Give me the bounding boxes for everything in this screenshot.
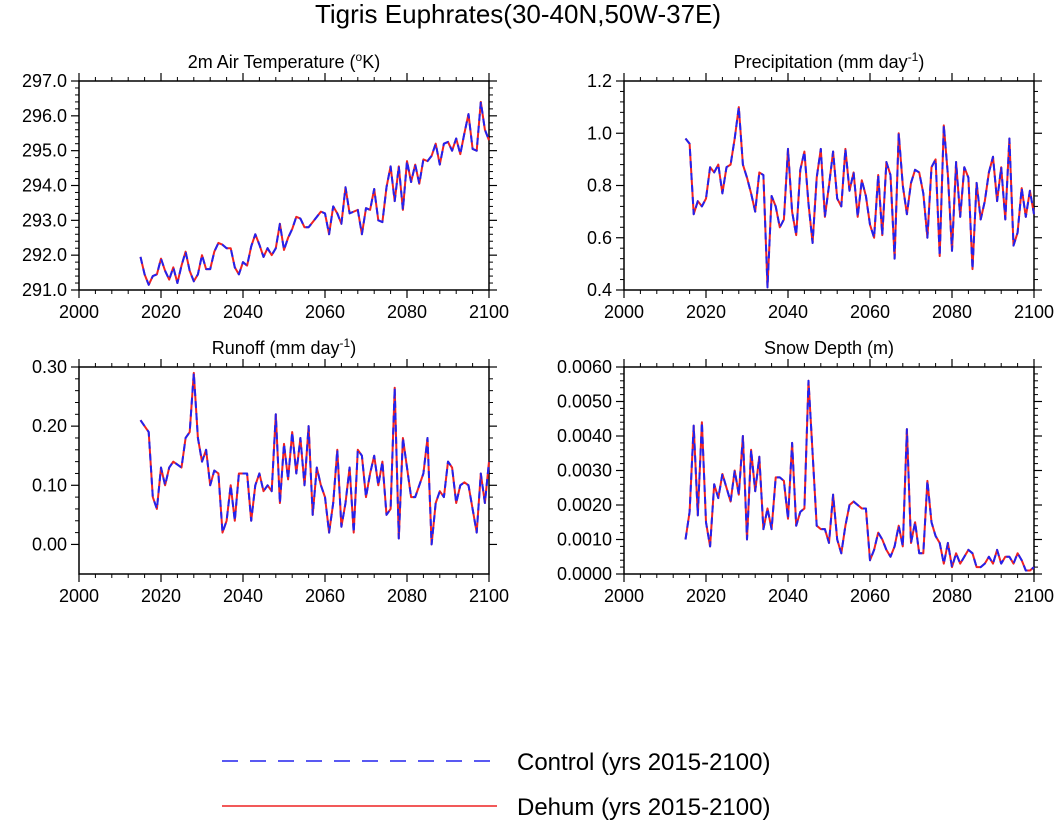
panel-title-tail: ) <box>350 338 356 358</box>
figure-title: Tigris Euphrates(30-40N,50W-37E) <box>315 0 721 29</box>
y-tick-label: 293.0 <box>22 210 67 230</box>
x-tick-label: 2020 <box>686 586 726 606</box>
y-tick-label: 0.0060 <box>557 357 612 377</box>
panel-title-text: 2m Air Temperature ( <box>188 52 356 72</box>
legend: Control (yrs 2015-2100) Dehum (yrs 2015-2… <box>222 749 770 821</box>
x-tick-label: 2080 <box>932 586 972 606</box>
y-tick-label: 0.20 <box>32 416 67 436</box>
panel-runoff: Runoff (mm day-1) 2000 2020 2040 2060 2080 210… <box>32 336 509 606</box>
legend-label: Control (yrs 2015-2100) <box>517 749 770 776</box>
y-tick-label: 0.4 <box>587 280 612 300</box>
x-tick-label: 2060 <box>850 302 890 322</box>
x-tick-label: 2040 <box>223 586 263 606</box>
x-tick-label: 2040 <box>768 302 808 322</box>
y-tick-label: 1.2 <box>587 71 612 91</box>
y-tick-label: 294.0 <box>22 176 67 196</box>
x-tick-label: 2020 <box>686 302 726 322</box>
x-tick-label: 2000 <box>604 586 644 606</box>
x-tick-label: 2100 <box>469 302 509 322</box>
panel-title: Precipitation (mm day-1) <box>734 50 925 72</box>
x-tick-label: 2000 <box>59 302 99 322</box>
series-control-line <box>139 371 490 546</box>
panel-snow: Snow Depth (m) 2000 2020 2040 2060 2080 2100 0.… <box>557 338 1054 606</box>
panel-title: Runoff (mm day-1) <box>212 336 356 358</box>
legend-item: Dehum (yrs 2015-2100) <box>222 794 770 821</box>
x-tick-label: 2060 <box>305 302 345 322</box>
y-tick-label: 0.0000 <box>557 564 612 584</box>
panel-precipitation: Precipitation (mm day-1) 2000 2020 2040 2060… <box>587 50 1054 322</box>
x-tick-label: 2100 <box>469 586 509 606</box>
y-tick-label: 0.30 <box>32 357 67 377</box>
panel-temperature: 2m Air Temperature (oK) 2000 2020 2040 2060 2… <box>22 50 509 322</box>
x-tick-label: 2080 <box>932 302 972 322</box>
x-tick-label: 2080 <box>387 586 427 606</box>
panel-title-tail: ) <box>918 52 924 72</box>
series-control-line <box>684 379 1035 572</box>
panel-title-superscript: -1 <box>908 50 919 64</box>
x-tick-label: 2000 <box>604 302 644 322</box>
y-tick-label: 0.0030 <box>557 461 612 481</box>
y-tick-label: 296.0 <box>22 106 67 126</box>
panel-title: Snow Depth (m) <box>764 338 894 358</box>
x-tick-label: 2060 <box>850 586 890 606</box>
y-tick-label: 0.0050 <box>557 392 612 412</box>
y-tick-label: 0.00 <box>32 534 67 554</box>
panel-title-text: Snow Depth (m) <box>764 338 894 358</box>
y-tick-label: 1.0 <box>587 123 612 143</box>
y-tick-label: 0.8 <box>587 176 612 196</box>
y-tick-label: 292.0 <box>22 245 67 265</box>
panel-title: 2m Air Temperature (oK) <box>188 50 380 72</box>
legend-item: Control (yrs 2015-2100) <box>222 749 770 776</box>
panels: 2m Air Temperature (oK) 2000 2020 2040 2060 2… <box>22 50 1054 606</box>
x-tick-label: 2040 <box>223 302 263 322</box>
panel-title-superscript: o <box>356 50 363 64</box>
series-control-line <box>684 106 1035 289</box>
x-tick-label: 2100 <box>1014 586 1054 606</box>
x-tick-label: 2060 <box>305 586 345 606</box>
x-tick-label: 2080 <box>387 302 427 322</box>
y-tick-label: 0.0040 <box>557 426 612 446</box>
x-tick-label: 2100 <box>1014 302 1054 322</box>
y-tick-label: 295.0 <box>22 141 67 161</box>
y-tick-label: 297.0 <box>22 71 67 91</box>
x-tick-label: 2020 <box>141 302 181 322</box>
x-tick-label: 2000 <box>59 586 99 606</box>
y-tick-label: 0.6 <box>587 228 612 248</box>
panel-title-tail: K) <box>362 52 380 72</box>
x-tick-label: 2040 <box>768 586 808 606</box>
series-dehum-line <box>684 379 1035 572</box>
panel-title-text: Precipitation (mm day <box>734 52 908 72</box>
series-control-line <box>139 100 490 286</box>
x-tick-label: 2020 <box>141 586 181 606</box>
legend-label: Dehum (yrs 2015-2100) <box>517 794 770 821</box>
panel-title-text: Runoff (mm day <box>212 338 340 358</box>
y-tick-label: 0.0020 <box>557 495 612 515</box>
plot-frame <box>78 366 490 575</box>
y-tick-label: 0.10 <box>32 475 67 495</box>
y-tick-label: 0.0010 <box>557 530 612 550</box>
panel-title-superscript: -1 <box>340 336 351 350</box>
y-tick-label: 291.0 <box>22 280 67 300</box>
series-dehum-line <box>139 100 490 286</box>
